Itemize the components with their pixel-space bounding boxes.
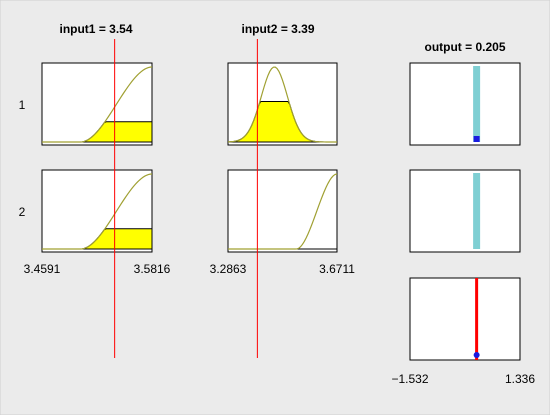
rule-2-output-frame xyxy=(409,169,521,253)
input1-title: input1 = 3.54 xyxy=(59,22,132,36)
input2-title: input2 = 3.39 xyxy=(241,22,314,36)
rule-2-output-plot xyxy=(409,169,521,253)
rule-1-input1-plot xyxy=(41,62,153,146)
output-title: output = 0.205 xyxy=(424,40,505,54)
aggregated-output-frame xyxy=(409,277,521,361)
rule-1-input2-membership-curve xyxy=(227,66,338,143)
rule-1-output-output-bar xyxy=(473,66,481,142)
aggregated-output-plot xyxy=(409,277,521,361)
input2-range-max: 3.6711 xyxy=(319,262,355,276)
rule-1-output-plot xyxy=(409,62,521,146)
rule-1-input2-plot xyxy=(227,62,338,146)
input1-range-max: 3.5816 xyxy=(134,262,171,276)
input2-range-min: 3.2863 xyxy=(210,262,247,276)
rule-1-output-frame xyxy=(409,62,521,146)
rule-2-input2-membership-curve xyxy=(228,173,338,250)
aggregated-output-defuzzified-point xyxy=(473,352,480,358)
output-range-min: −1.532 xyxy=(391,372,428,386)
input1-range-min: 3.4591 xyxy=(24,262,61,276)
rule-2-input1-plot xyxy=(41,169,153,253)
rule-2-label: 2 xyxy=(19,205,26,219)
rule-1-input1-membership-curve xyxy=(42,66,153,143)
output-range-max: 1.336 xyxy=(505,372,535,386)
rule-2-input2-frame xyxy=(227,169,338,253)
rule-2-input2-plot xyxy=(227,169,338,253)
rule-2-input1-membership-curve xyxy=(42,173,153,250)
rule-1-label: 1 xyxy=(19,98,26,112)
rule-2-output-output-bar xyxy=(473,173,481,249)
rule-1-output-output-point xyxy=(473,136,480,142)
